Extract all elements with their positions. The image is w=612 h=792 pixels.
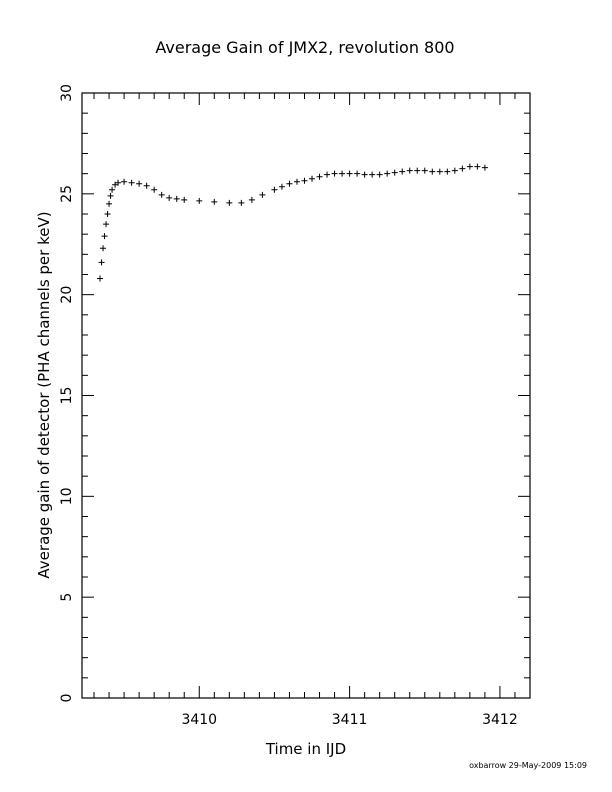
data-point xyxy=(429,168,436,175)
y-tick-label: 20 xyxy=(59,286,75,304)
data-point xyxy=(151,186,158,193)
chart-title: Average Gain of JMX2, revolution 800 xyxy=(155,38,454,57)
data-point xyxy=(369,171,376,178)
data-point xyxy=(301,177,308,184)
data-point xyxy=(278,183,285,190)
data-point xyxy=(104,211,111,217)
data-point xyxy=(259,191,266,198)
data-point xyxy=(406,167,413,174)
data-point xyxy=(316,173,323,180)
data-point xyxy=(226,199,233,206)
axis-ticks xyxy=(82,92,531,699)
data-point xyxy=(128,179,135,186)
data-point xyxy=(248,196,255,203)
data-point xyxy=(436,168,443,175)
data-point xyxy=(107,192,114,199)
data-point xyxy=(97,275,104,282)
plot-frame xyxy=(81,92,531,699)
data-point xyxy=(324,171,331,178)
y-tick-label: 25 xyxy=(59,185,75,203)
y-tick-label: 30 xyxy=(59,84,75,102)
data-point xyxy=(181,196,188,203)
data-point xyxy=(103,221,110,228)
x-tick-label: 3410 xyxy=(181,712,217,728)
data-point xyxy=(106,200,113,207)
x-tick-label: 3412 xyxy=(482,712,518,728)
data-point xyxy=(98,259,105,266)
data-point xyxy=(361,171,368,178)
data-point xyxy=(121,178,128,185)
data-point xyxy=(271,186,278,193)
data-point xyxy=(466,163,473,170)
data-point xyxy=(399,168,406,175)
y-tick-label: 5 xyxy=(59,593,75,602)
data-point xyxy=(112,181,119,188)
data-point xyxy=(115,179,122,186)
data-point xyxy=(211,198,218,205)
y-tick-label: 15 xyxy=(59,387,75,405)
data-point xyxy=(331,170,338,177)
data-point xyxy=(309,175,316,182)
data-point xyxy=(481,164,488,171)
y-tick-label: 0 xyxy=(59,694,75,703)
data-point xyxy=(101,233,108,240)
data-point xyxy=(474,163,481,170)
x-axis-label: Time in IJD xyxy=(265,740,346,758)
data-point xyxy=(376,171,383,178)
y-axis-label: Average gain of detector (PHA channels p… xyxy=(35,211,53,578)
data-point xyxy=(391,169,398,176)
data-point xyxy=(444,168,451,175)
data-point xyxy=(339,170,346,177)
x-tick-labels: 3410 3411 3412 xyxy=(181,712,517,728)
data-point xyxy=(109,186,116,193)
data-point xyxy=(286,180,293,187)
data-point xyxy=(354,170,361,177)
data-point xyxy=(421,167,428,174)
data-point xyxy=(293,178,300,185)
data-point xyxy=(196,197,203,204)
data-point xyxy=(158,191,165,198)
data-point xyxy=(414,167,421,174)
data-point xyxy=(238,199,245,206)
footer-stamp: oxbarrow 29-May-2009 15:09 xyxy=(469,761,587,770)
data-point xyxy=(143,182,150,189)
data-points xyxy=(97,163,488,282)
data-point xyxy=(451,167,458,174)
data-point xyxy=(100,245,107,252)
y-tick-label: 10 xyxy=(59,487,75,505)
data-point xyxy=(346,170,353,177)
data-point xyxy=(459,165,466,172)
data-point xyxy=(384,170,391,177)
data-point xyxy=(136,180,143,187)
y-tick-labels: 0 5 10 15 20 25 30 xyxy=(59,84,75,702)
data-point xyxy=(166,194,173,201)
data-point xyxy=(173,195,180,202)
x-tick-label: 3411 xyxy=(332,712,368,728)
